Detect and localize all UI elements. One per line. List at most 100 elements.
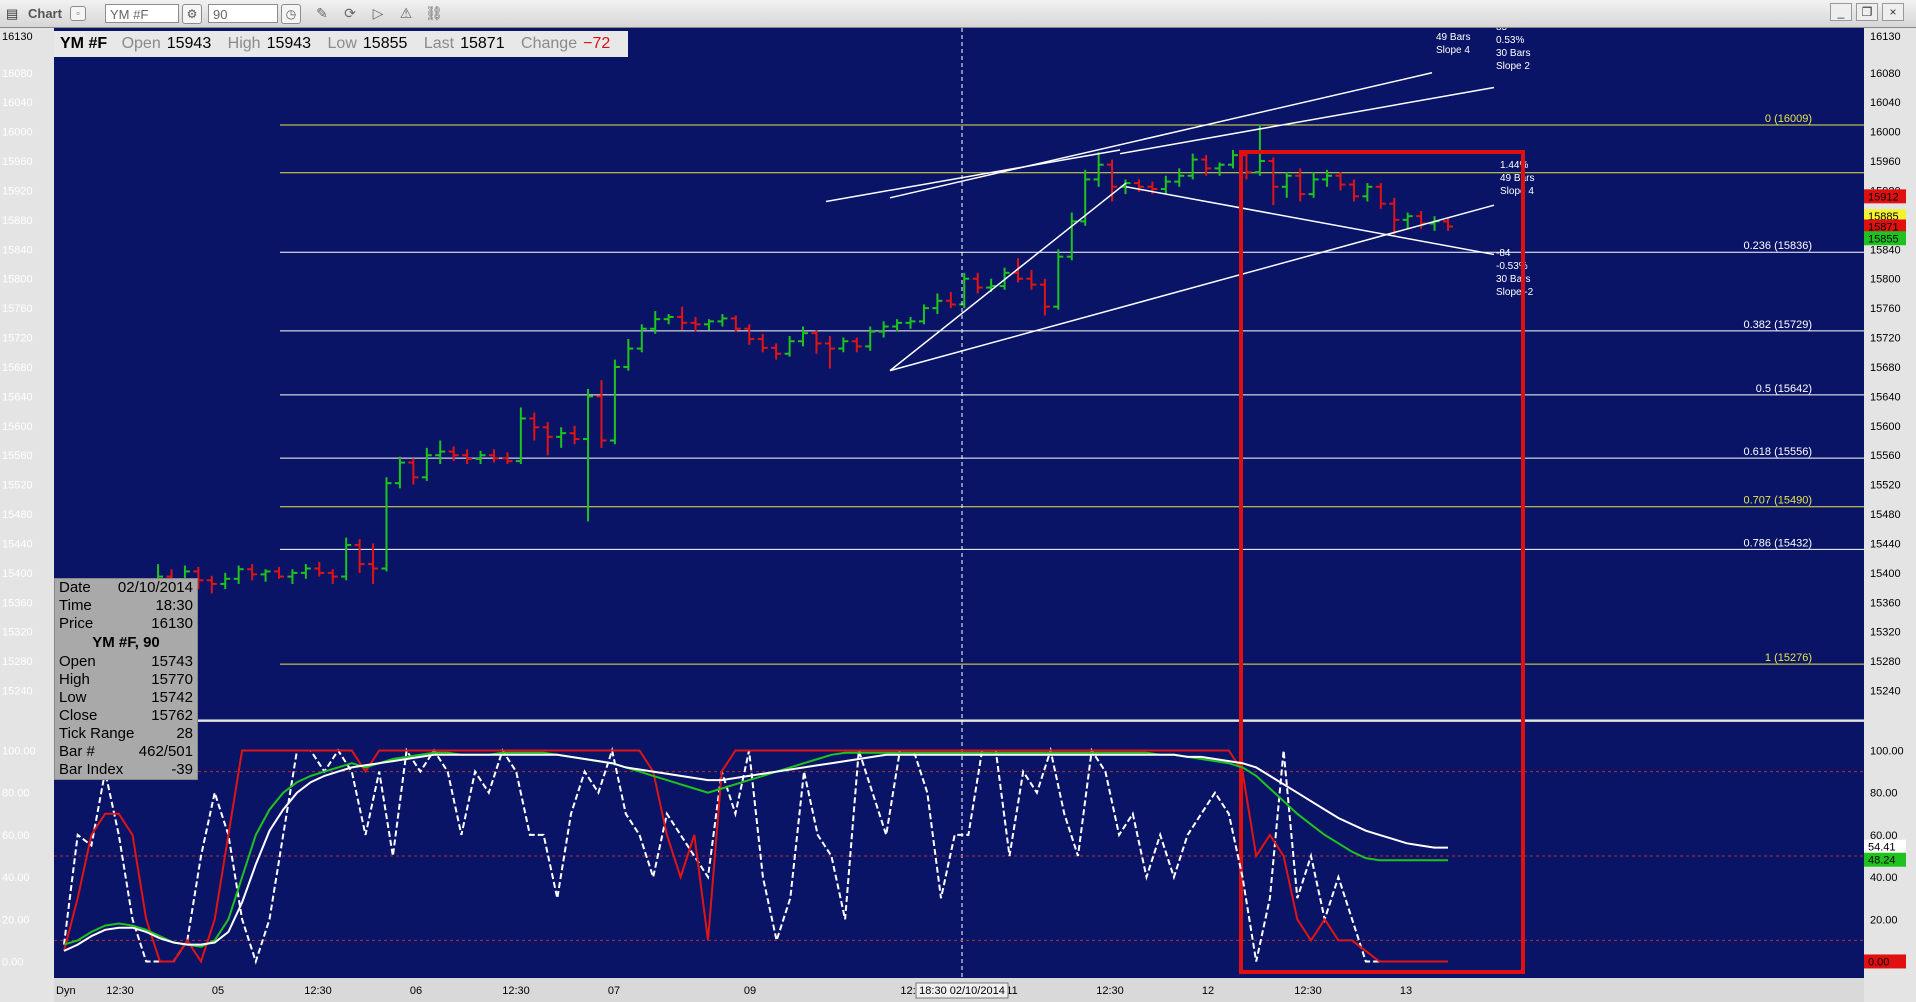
price-axis-tick-left: 15760 <box>2 303 33 315</box>
bar-row: Bar # 462/501 <box>55 743 197 761</box>
trend-annotation: Slope -2 <box>1496 287 1534 298</box>
trend-line <box>889 72 1433 199</box>
price-axis-tick-right: 15400 <box>1870 568 1901 580</box>
data-window-header: YM #F, 90 <box>92 634 160 651</box>
trend-annotation: Slope 4 <box>1500 186 1534 197</box>
price-tag: 15871 <box>1868 221 1899 233</box>
time-axis-tick: 11 <box>1006 985 1017 997</box>
price-axis-tick-left: 15800 <box>2 274 33 286</box>
bar-close-value: 15762 <box>151 707 193 724</box>
osc-value-tag-bg <box>1864 954 1906 969</box>
price-axis-tick-right: 15480 <box>1870 509 1901 521</box>
bar-number-value: 462/501 <box>138 743 193 760</box>
price-axis-tick-right: 15320 <box>1870 627 1901 639</box>
open-label: Open <box>121 35 161 52</box>
price-value: 16130 <box>151 615 193 632</box>
price-axis-tick-left: 15320 <box>2 627 33 639</box>
price-axis-tick-left: 15480 <box>2 509 33 521</box>
osc-axis-tick-left: 40.00 <box>2 872 30 884</box>
osc-axis-tick-right: 100.00 <box>1870 746 1904 758</box>
osc-series-line <box>63 746 1448 965</box>
osc-value-tag-bg <box>1864 839 1906 854</box>
time-axis-tick: 12:30 <box>1096 985 1124 997</box>
trend-annotation: 1.44% <box>1500 160 1528 171</box>
barindex-row: Bar Index -39 <box>55 761 197 779</box>
trend-annotation: 0.53% <box>1496 35 1524 46</box>
price-axis-tick-left: 16000 <box>2 127 33 139</box>
pencil-icon[interactable]: ✎ <box>316 5 328 21</box>
fib-label: 0.5 (15642) <box>1756 383 1812 395</box>
symbol-input[interactable]: YM #F <box>105 4 179 23</box>
symbol-search-icon[interactable]: ⚙ <box>182 4 202 24</box>
price-axis-tick-left: 16040 <box>2 97 33 109</box>
price-axis-tick-right: 15440 <box>1870 538 1901 550</box>
fib-label: 0.382 (15729) <box>1744 319 1813 331</box>
play-icon[interactable]: ▷ <box>372 5 384 21</box>
minimize-button[interactable]: _ <box>1830 3 1852 21</box>
date-row: Date 02/10/2014 <box>55 579 197 597</box>
price-axis-tick-left: 15640 <box>2 391 33 403</box>
bar-close-label: Close <box>59 707 98 724</box>
quote-symbol: YM #F <box>60 35 108 52</box>
toolbar: ▤ Chart ▫ YM #F ⚙ 90 ◷ ✎ ⟳ ▷ ⚠ ⛓ _ ❐ × <box>0 0 1916 28</box>
price-axis-tick-right: 16000 <box>1870 127 1901 139</box>
price-row: Price 16130 <box>55 615 197 633</box>
osc-axis-tick-right: 60.00 <box>1870 830 1898 842</box>
time-label: Time <box>59 597 92 614</box>
osc-value-tag: 54.41 <box>1868 842 1896 854</box>
fib-label: 0.236 (15836) <box>1744 240 1813 252</box>
trend-annotation: 49 Bars <box>1436 32 1470 43</box>
clock-icon[interactable]: ◷ <box>281 4 301 24</box>
price-axis-tick-left: 15280 <box>2 656 33 668</box>
price-axis-tick-right: 15560 <box>1870 450 1901 462</box>
date-label: Date <box>59 579 91 596</box>
restore-button[interactable]: ❐ <box>1856 3 1878 21</box>
interval-input[interactable]: 90 <box>208 4 278 23</box>
price-axis-tick-left: 15960 <box>2 156 33 168</box>
trend-annotation: -0.53% <box>1496 261 1528 272</box>
time-axis-tick: 12:30 <box>106 985 134 997</box>
price-axis-tick-left: 15920 <box>2 185 33 197</box>
low-label: Low <box>327 35 357 52</box>
osc-value-tag-bg <box>1864 852 1906 867</box>
chart-canvas[interactable]: 15240 15240 15280 15280 15320 15320 15360 15360… <box>0 28 1916 1002</box>
link-icon[interactable]: ⛓ <box>425 5 443 21</box>
trend-line <box>1125 186 1495 256</box>
trend-line <box>1119 86 1495 155</box>
price-axis-tick-left: 15560 <box>2 450 33 462</box>
trend-line <box>825 149 1121 203</box>
time-axis-tick: 12 <box>1202 985 1214 997</box>
price-axis-tick-left: 15440 <box>2 538 33 550</box>
close-button[interactable]: × <box>1882 3 1904 21</box>
bar-number-label: Bar # <box>59 743 95 760</box>
time-axis-tick: 12:30 <box>502 985 530 997</box>
price-axis-tick-left: 15600 <box>2 421 33 433</box>
trend-annotation: 49 Bars <box>1500 173 1534 184</box>
price-axis-tick-left: 15720 <box>2 333 33 345</box>
chart-area[interactable]: 15240 15240 15280 15280 15320 15320 15360 15360… <box>0 28 1916 1002</box>
alert-icon[interactable]: ⚠ <box>399 5 413 21</box>
change-value: −72 <box>583 35 611 52</box>
crosshair-time-tag: 18:30 02/10/2014 <box>919 985 1005 997</box>
high-row: High 15770 <box>55 671 197 689</box>
price-axis-tick-right: 15520 <box>1870 480 1901 492</box>
osc-value-tag: 0.00 <box>1868 956 1889 968</box>
title-badge[interactable]: ▫ <box>70 6 86 21</box>
time-axis-tick: 07 <box>608 985 620 997</box>
time-axis-tick: 09 <box>744 985 756 997</box>
crosshair-time-tag-bg <box>915 982 1009 999</box>
price-axis-tick-left: 15400 <box>2 568 33 580</box>
trend-annotation: Slope 2 <box>1496 61 1530 72</box>
osc-axis-tick-right: 80.00 <box>1870 788 1898 800</box>
price-axis-tick-right: 15840 <box>1870 244 1901 256</box>
bar-low-label: Low <box>59 689 87 706</box>
high-value: 15943 <box>266 35 312 52</box>
open-row: Open 15743 <box>55 653 197 671</box>
price-axis-tick-right: 15960 <box>1870 156 1901 168</box>
refresh-icon[interactable]: ⟳ <box>344 5 356 21</box>
price-axis-tick-left: 15360 <box>2 597 33 609</box>
low-row: Low 15742 <box>55 689 197 707</box>
bar-high-value: 15770 <box>151 671 193 688</box>
time-axis-tick: 06 <box>410 985 422 997</box>
